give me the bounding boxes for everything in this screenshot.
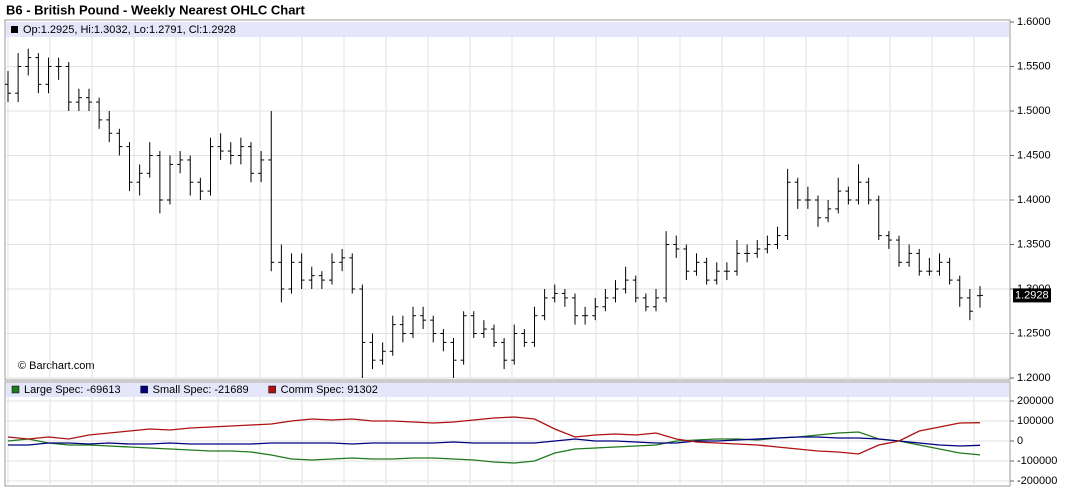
watermark: © Barchart.com bbox=[18, 360, 95, 372]
cot-line bbox=[7, 416, 981, 455]
info-swatch bbox=[11, 26, 18, 33]
y-tick-label: 1.2500 bbox=[1017, 327, 1051, 339]
cot-line bbox=[7, 431, 981, 464]
y-tick-label: 1.5000 bbox=[1017, 105, 1051, 117]
y-tick-label: 1.5500 bbox=[1017, 60, 1051, 72]
y-tick-label: 1.6000 bbox=[1017, 16, 1051, 28]
last-price-label: 1.2928 bbox=[1015, 289, 1049, 301]
legend-label: Large Spec: -69613 bbox=[24, 384, 121, 396]
legend-label: Small Spec: -21689 bbox=[153, 384, 249, 396]
y-tick-label: 1.4000 bbox=[1017, 194, 1051, 206]
y-tick-label: 0 bbox=[1017, 435, 1023, 447]
last-price-box bbox=[1013, 288, 1051, 303]
y-tick-label: -200000 bbox=[1017, 475, 1057, 487]
y-tick-label: 200000 bbox=[1017, 395, 1054, 407]
cot-panel bbox=[4, 381, 1011, 487]
info-band bbox=[6, 22, 1009, 37]
legend-swatch bbox=[140, 385, 148, 394]
legend-band bbox=[6, 383, 1009, 397]
y-tick-label: 1.2000 bbox=[1017, 372, 1051, 384]
y-tick-label: 100000 bbox=[1017, 415, 1054, 427]
y-tick-label: -100000 bbox=[1017, 455, 1057, 467]
ohlc-info: Op:1.2925, Hi:1.3032, Lo:1.2791, Cl:1.29… bbox=[23, 24, 236, 36]
y-tick-label: 1.4500 bbox=[1017, 149, 1051, 161]
legend-swatch bbox=[268, 385, 276, 394]
legend-swatch bbox=[11, 385, 20, 394]
legend-label: Comm Spec: 91302 bbox=[281, 384, 378, 396]
cot-line bbox=[8, 436, 981, 447]
y-tick-label: 1.3500 bbox=[1017, 238, 1051, 250]
chart-title: B6 - British Pound - Weekly Nearest OHLC… bbox=[6, 2, 305, 17]
